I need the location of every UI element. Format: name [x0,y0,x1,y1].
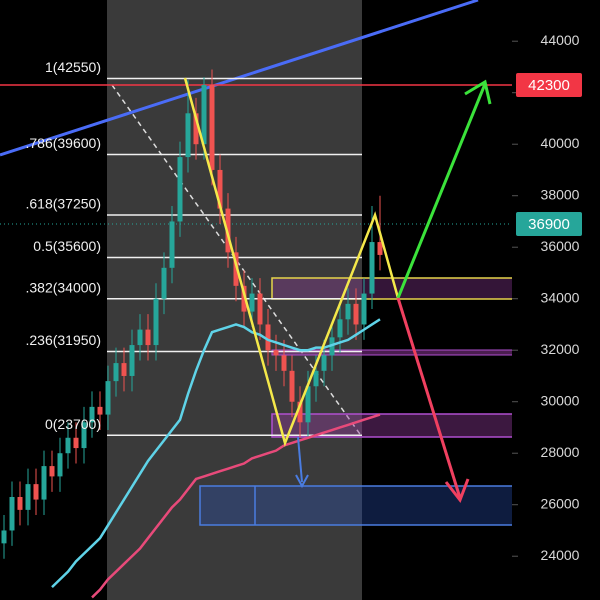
price-label-box [516,212,582,237]
candle-body [305,386,311,423]
bear-arrow-head [444,478,470,504]
price-label: 42300 [528,77,570,94]
fib-label: 0(23700) [45,416,101,432]
candle-body [193,113,199,145]
candle-body [281,355,287,371]
candle-body [73,437,79,449]
candle-body [57,453,63,477]
price-axis: 24000 26000 28000 30000 32000 34000 36000 38000… [512,32,582,563]
supply-zone [271,277,512,300]
bull-arrow-head [464,79,492,105]
y-tick-label: 44000 [541,32,580,48]
fib-label: .236(31950) [25,332,101,348]
candle-body [81,422,87,449]
bear-arrow [396,297,462,499]
y-tick-label: 26000 [541,495,580,511]
candle-body [377,242,383,255]
candle-body [17,496,23,510]
fib-label: .786(39600) [25,135,101,151]
y-tick-label: 32000 [541,341,580,357]
fib-label: .382(34000) [25,279,101,295]
y-tick-label: 40000 [541,135,580,151]
fib-label: 0.5(35600) [33,238,101,254]
candle-body [33,484,39,500]
y-tick-label: 38000 [541,186,580,202]
candle-body [25,484,31,510]
candle-body [177,157,183,222]
candle-body [233,252,239,286]
fib-label: 1(42550) [45,59,101,75]
candle-body [249,293,255,312]
candle-body [105,381,111,415]
y-tick-label: 36000 [541,238,580,254]
candle-body [345,303,351,320]
blue-arrow [297,436,303,483]
y-tick-label: 30000 [541,392,580,408]
candle-body [361,293,367,325]
candle-body [321,355,327,371]
candles [1,69,383,599]
candle-body [265,324,271,351]
candle-body [65,437,71,454]
candle-body [337,319,343,338]
candle-body [49,466,55,477]
candle-body [257,293,263,325]
candle-body [161,267,167,299]
candle-body [241,285,247,312]
candle-body [209,84,215,170]
price-label-box [516,72,582,97]
trend-line [0,0,479,157]
candle-body [1,530,7,544]
candle-body [129,345,135,376]
candle-body [97,406,103,415]
candle-body [217,169,223,209]
candle-body [369,242,375,294]
price-label: 36900 [528,216,570,233]
zigzag-pattern [183,77,400,447]
y-tick-label: 28000 [541,444,580,460]
candle-body [169,221,175,268]
drawings [183,77,492,504]
y-tick-label: 34000 [541,289,580,305]
annotations [0,0,512,526]
candle-body [9,496,15,531]
candle-body [41,466,47,500]
candle-body [273,350,279,356]
bull-arrow [396,83,487,299]
candle-body [153,298,159,346]
candle-body [121,363,127,376]
candle-body [145,329,151,346]
candle-body [201,84,207,145]
candle-body [353,303,359,325]
candle-body [313,370,319,387]
target-zone [199,485,512,526]
candle-body [185,113,191,158]
moving-average [51,318,381,589]
moving-average [91,413,381,599]
date-range-highlight [107,0,362,600]
candle-body [289,370,295,402]
y-tick-label: 24000 [541,547,580,563]
fib-label: .618(37250) [25,196,101,212]
candle-body [89,406,95,423]
candle-body [137,329,143,346]
candle-body [297,401,303,423]
candle-body [113,363,119,382]
blue-arrow-head [295,474,309,489]
zone-line [271,349,512,356]
